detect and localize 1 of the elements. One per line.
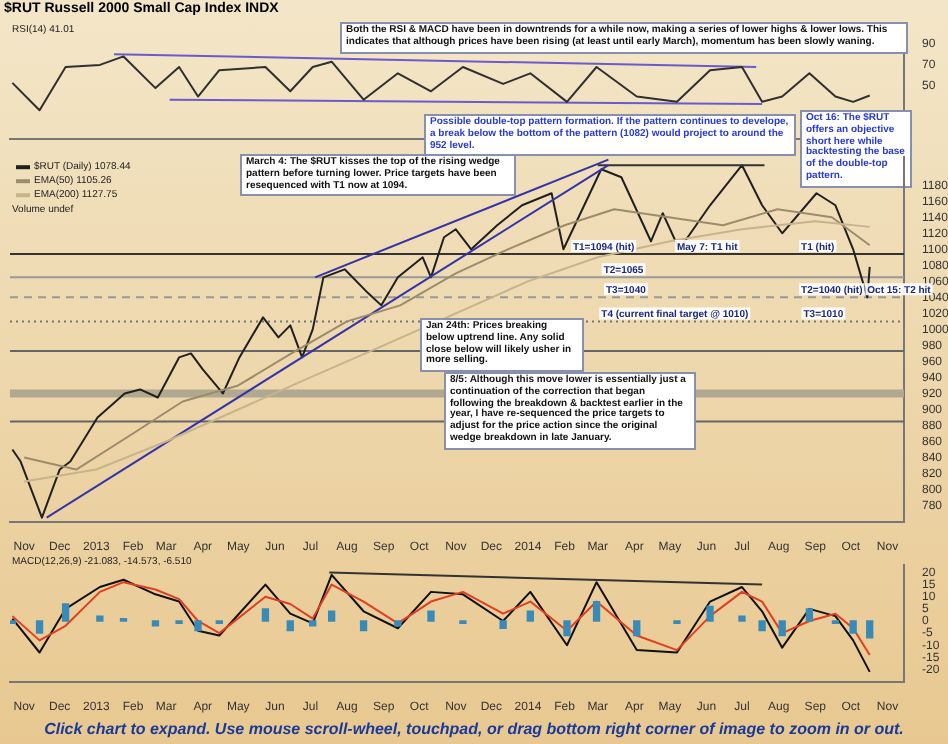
text: Click chart to expand. Use mouse scroll-wheel, touchpad, or drag bottom right corner of image to zoom in or out.: [42, 720, 906, 739]
